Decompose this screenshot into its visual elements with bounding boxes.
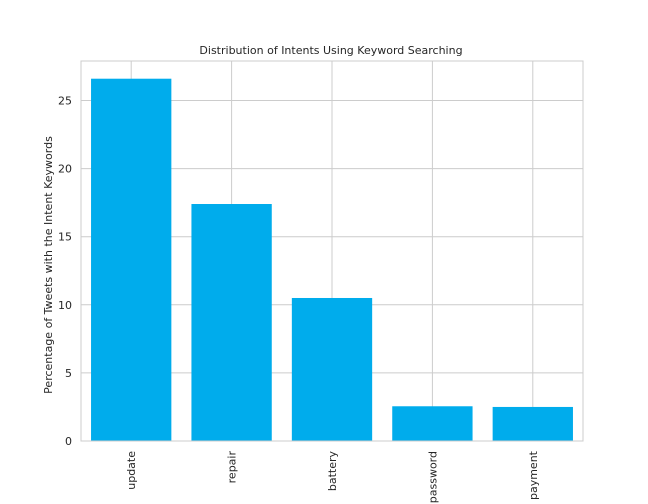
y-tick-label: 25 [58,94,72,107]
bar-payment [492,406,573,441]
bar-battery [291,297,373,441]
plot-area-border [80,60,584,442]
chart-title: Distribution of Intents Using Keyword Se… [199,44,462,57]
bar-password [392,406,473,441]
y-tick-label: 10 [58,299,72,312]
x-tick-label: update [125,451,138,490]
y-tick-label: 5 [65,367,72,380]
x-tick-label: password [426,451,439,503]
y-axis-label: Percentage of Tweets with the Intent Key… [42,136,55,394]
x-tick-label: payment [527,450,540,500]
plot-frame [80,60,584,442]
x-tick-label: battery [326,451,339,492]
y-tick-label: 15 [58,231,72,244]
bars [91,78,573,442]
bar-repair [191,204,272,441]
y-tick-label: 0 [65,435,72,448]
x-tick-labels: update repair battery password payment [125,450,540,503]
bar-update [91,78,172,442]
y-tick-label: 20 [58,163,72,176]
y-tick-labels: 0 5 10 15 20 25 [58,94,72,448]
x-tick-label: repair [226,451,239,484]
